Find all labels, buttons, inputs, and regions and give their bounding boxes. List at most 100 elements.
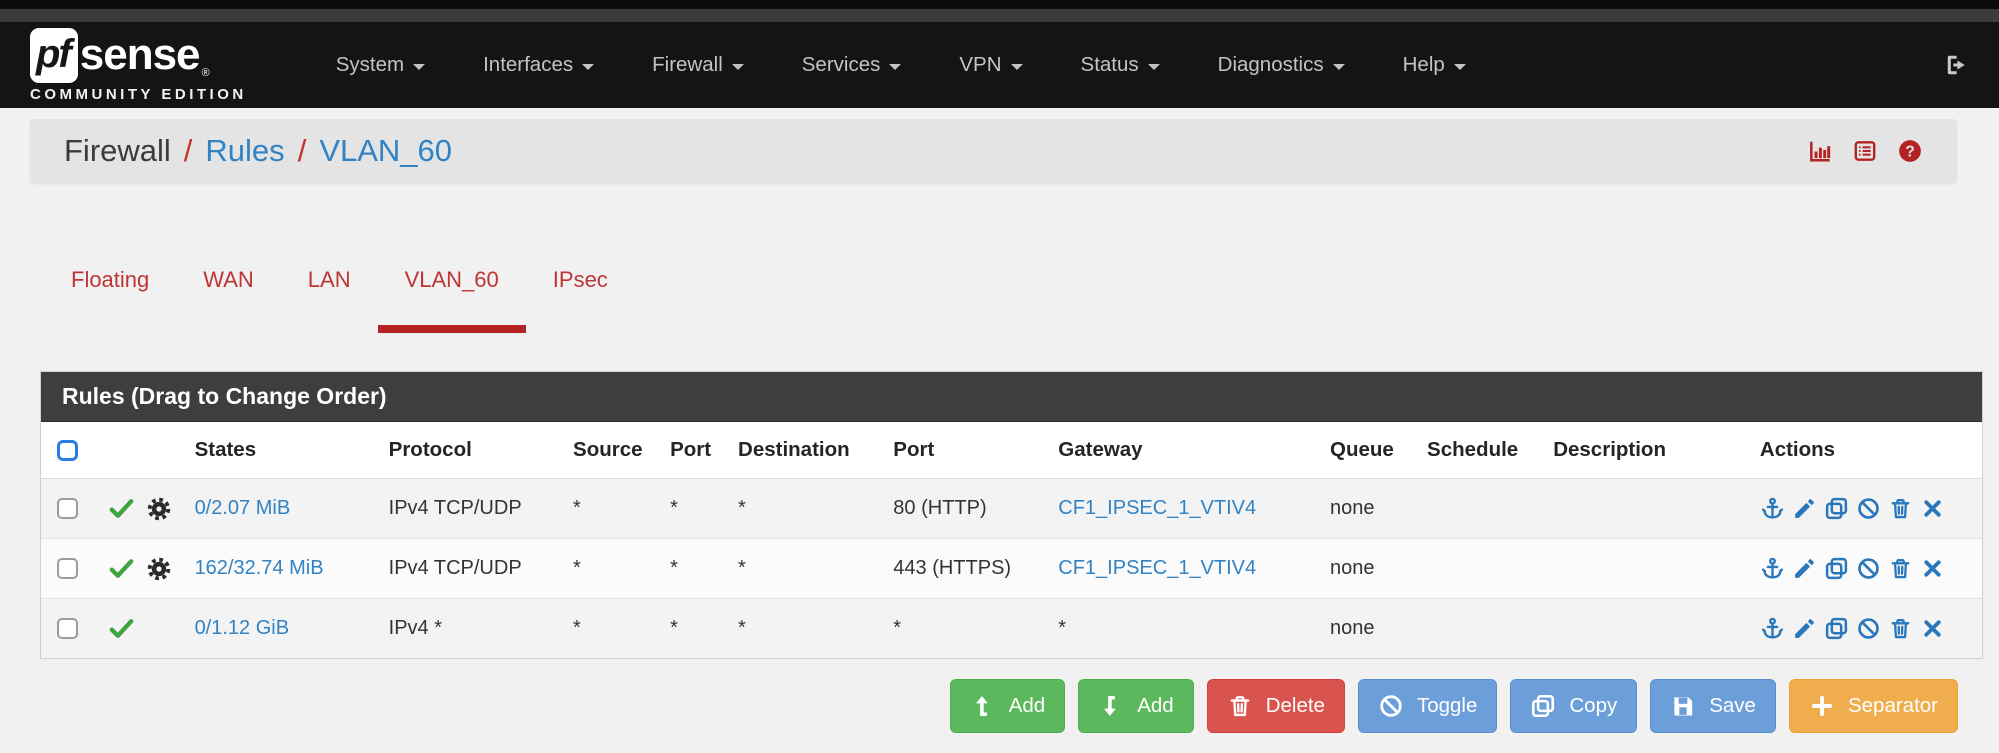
action-anchor[interactable]: [1760, 496, 1785, 521]
action-delete[interactable]: [1888, 556, 1913, 581]
save-button[interactable]: Save: [1650, 679, 1776, 733]
toggle-button[interactable]: Toggle: [1357, 679, 1498, 733]
breadcrumb-link-vlan60[interactable]: VLAN_60: [319, 133, 453, 168]
cell-schedule: [1419, 478, 1546, 539]
menu-interfaces[interactable]: Interfaces: [454, 22, 623, 108]
menu-firewall[interactable]: Firewall: [623, 22, 773, 108]
menu-services[interactable]: Services: [773, 22, 931, 108]
button-label: Add: [1137, 694, 1174, 717]
menu-status[interactable]: Status: [1052, 22, 1189, 108]
chevron-down-icon: [889, 63, 902, 70]
brand-name: sense: [79, 30, 201, 79]
button-label: Toggle: [1416, 694, 1478, 717]
states-link[interactable]: 0/2.07 MiB: [194, 497, 291, 519]
sign-out-icon[interactable]: [1943, 52, 1969, 78]
panel-title: Rules (Drag to Change Order): [41, 372, 1982, 422]
cell-dest-port: 80 (HTTP): [885, 478, 1051, 539]
column-status: [99, 422, 187, 479]
menu-system[interactable]: System: [307, 22, 454, 108]
breadcrumb: Firewall / Rules / VLAN_60: [30, 119, 1957, 183]
action-remove[interactable]: [1920, 556, 1945, 581]
action-remove[interactable]: [1920, 616, 1945, 641]
tab-floating[interactable]: Floating: [71, 267, 150, 292]
copy-icon: [1825, 617, 1848, 640]
action-remove[interactable]: [1920, 496, 1945, 521]
action-disable[interactable]: [1856, 616, 1881, 641]
level-up-icon: [975, 696, 988, 717]
action-delete[interactable]: [1888, 616, 1913, 641]
trash-icon: [1891, 499, 1910, 519]
gateway-link[interactable]: CF1_IPSEC_1_VTIV4: [1058, 557, 1257, 579]
copy-button[interactable]: Copy: [1510, 679, 1638, 733]
chevron-down-icon: [1332, 63, 1345, 70]
select-all-checkbox[interactable]: [57, 440, 78, 462]
trash-icon: [1891, 619, 1910, 639]
copy-icon: [1825, 497, 1848, 520]
cell-description: [1545, 538, 1720, 599]
top-navbar: pf sense ® COMMUNITY EDITION System Inte…: [0, 22, 1999, 108]
action-disable[interactable]: [1856, 496, 1881, 521]
ban-icon: [1858, 498, 1879, 519]
tab-lan[interactable]: LAN: [307, 267, 351, 292]
action-delete[interactable]: [1888, 496, 1913, 521]
row-checkbox[interactable]: [57, 618, 78, 640]
breadcrumb-separator: /: [183, 133, 193, 168]
table-row[interactable]: 0/1.12 GiB IPv4 * * * * * * none: [41, 598, 1982, 658]
menu-label: VPN: [959, 53, 1002, 76]
check-icon: [107, 494, 136, 523]
button-label: Delete: [1265, 694, 1325, 717]
menu-help[interactable]: Help: [1374, 22, 1495, 108]
states-link[interactable]: 162/32.74 MiB: [194, 557, 324, 579]
cell-destination: *: [730, 598, 886, 658]
column-description: Description: [1545, 422, 1720, 479]
tab-ipsec[interactable]: IPsec: [552, 267, 608, 292]
breadcrumb-link-rules[interactable]: Rules: [205, 133, 285, 168]
action-copy[interactable]: [1824, 556, 1849, 581]
bar-chart-icon[interactable]: [1807, 138, 1833, 164]
table-row[interactable]: 162/32.74 MiB IPv4 TCP/UDP * * * 443 (HT…: [41, 538, 1982, 599]
menu-diagnostics[interactable]: Diagnostics: [1189, 22, 1374, 108]
pfsense-logo[interactable]: pf sense ® COMMUNITY EDITION: [30, 27, 247, 103]
cell-schedule: [1419, 598, 1546, 658]
action-disable[interactable]: [1856, 556, 1881, 581]
action-anchor[interactable]: [1760, 556, 1785, 581]
add-rule-bottom-button[interactable]: Add: [1078, 679, 1194, 733]
cell-description: [1545, 478, 1720, 539]
check-icon: [107, 554, 136, 583]
action-edit[interactable]: [1792, 556, 1817, 581]
action-copy[interactable]: [1824, 496, 1849, 521]
tab-wan[interactable]: WAN: [203, 267, 254, 292]
menu-label: Services: [801, 53, 881, 76]
action-edit[interactable]: [1792, 616, 1817, 641]
action-edit[interactable]: [1792, 496, 1817, 521]
menu-label: Status: [1080, 53, 1139, 76]
column-dest-port: Port: [885, 422, 1051, 479]
action-copy[interactable]: [1824, 616, 1849, 641]
help-icon[interactable]: ?: [1897, 138, 1923, 164]
list-icon[interactable]: [1852, 138, 1878, 164]
cell-queue: none: [1322, 538, 1420, 599]
chevron-down-icon: [731, 63, 744, 70]
column-states: States: [186, 422, 381, 479]
ban-icon: [1858, 618, 1879, 639]
states-link[interactable]: 0/1.12 GiB: [194, 617, 290, 639]
pencil-icon: [1795, 619, 1814, 638]
check-icon: [107, 614, 136, 643]
delete-button[interactable]: Delete: [1206, 679, 1345, 733]
action-anchor[interactable]: [1760, 616, 1785, 641]
menu-vpn[interactable]: VPN: [930, 22, 1051, 108]
separator-button[interactable]: Separator: [1788, 679, 1958, 733]
chevron-down-icon: [1453, 63, 1466, 70]
chevron-down-icon: [413, 63, 426, 70]
table-row[interactable]: 0/2.07 MiB IPv4 TCP/UDP * * * 80 (HTTP) …: [41, 478, 1982, 539]
tab-vlan60[interactable]: VLAN_60: [377, 267, 526, 333]
row-checkbox[interactable]: [57, 558, 78, 580]
gateway-link[interactable]: CF1_IPSEC_1_VTIV4: [1058, 497, 1257, 519]
row-checkbox[interactable]: [57, 498, 78, 520]
trash-icon: [1891, 559, 1910, 579]
cell-protocol: IPv4 TCP/UDP: [380, 478, 566, 539]
close-icon: [1924, 620, 1941, 637]
pencil-icon: [1795, 499, 1814, 518]
add-rule-top-button[interactable]: Add: [949, 679, 1066, 733]
rules-panel: Rules (Drag to Change Order) States Prot…: [40, 371, 1983, 659]
